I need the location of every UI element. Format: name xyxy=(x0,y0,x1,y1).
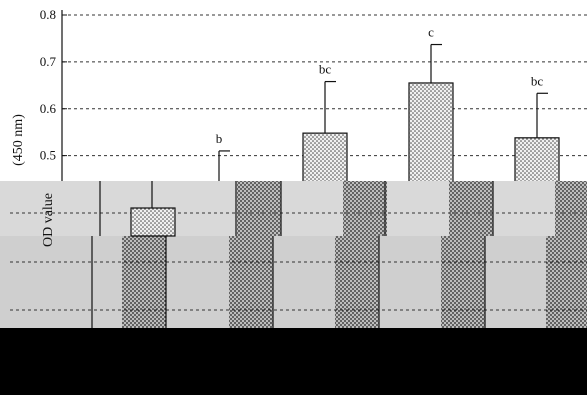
scan-artifact-overlay xyxy=(0,181,587,395)
y-axis-label: (450 nm) OD value xyxy=(11,114,56,247)
artifact-strip-3 xyxy=(335,236,379,328)
artifact-strip-2 xyxy=(229,236,273,328)
artifact-band-upper xyxy=(0,181,587,236)
y-tick-label-8: 0.8 xyxy=(40,7,56,22)
y-tick-label-5: 0.5 xyxy=(40,148,56,163)
artifact-strip-1 xyxy=(122,236,166,328)
significance-label-3: b xyxy=(216,131,223,146)
significance-labels: abbccbc xyxy=(111,25,543,198)
artifact-bar-2 xyxy=(130,207,176,237)
y-axis-label-sub: (450 nm) xyxy=(11,114,26,166)
significance-label-6: bc xyxy=(531,73,544,88)
artifact-strip-5 xyxy=(546,236,587,328)
y-tick-label-6: 0.6 xyxy=(40,101,57,116)
significance-label-4: bc xyxy=(319,62,332,77)
black-band xyxy=(0,328,587,395)
artifact-strip-upper-4 xyxy=(555,181,587,236)
error-bars xyxy=(218,43,548,196)
artifact-strip-upper-1 xyxy=(237,181,281,236)
artifact-strip-upper-2 xyxy=(343,181,387,236)
y-tick-label-7: 0.7 xyxy=(40,54,57,69)
artifact-strip-4 xyxy=(441,236,485,328)
artifact-strip-upper-3 xyxy=(449,181,493,236)
y-axis-label-main: OD value xyxy=(41,193,56,247)
artifact-band-lower xyxy=(0,236,587,328)
significance-label-5: c xyxy=(428,25,434,40)
